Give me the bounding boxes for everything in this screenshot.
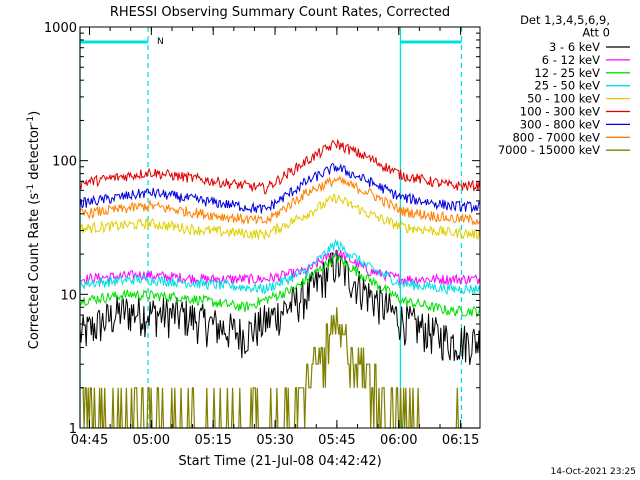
legend-header-line: Att 0 [582, 26, 610, 40]
legend-entry-label: 300 - 800 keV [520, 117, 600, 131]
series-line [79, 249, 481, 287]
legend-entry-label: 6 - 12 keV [542, 53, 600, 67]
night-marker: N [157, 37, 164, 47]
legend-entry-label: 12 - 25 keV [534, 66, 600, 80]
series-line [79, 249, 481, 365]
x-tick-label: 05:15 [194, 433, 231, 448]
y-axis-label-part: -1 [26, 184, 36, 193]
legend-header-line: Det 1,3,4,5,6,9, [520, 13, 610, 27]
y-tick-label: 100 [52, 155, 77, 170]
series-line [79, 238, 481, 296]
y-tick-label: 1 [69, 422, 77, 437]
x-tick-label: 05:30 [256, 433, 293, 448]
corner-timestamp: 14-Oct-2021 23:25 [551, 467, 636, 477]
y-axis-label-part: -1 [26, 116, 36, 125]
y-tick-label: 10 [60, 288, 77, 303]
legend-entry-label: 800 - 7000 keV [512, 130, 600, 144]
series-line [79, 138, 481, 195]
legend-entry-label: 100 - 300 keV [520, 105, 600, 119]
y-axis-label-part: ) [27, 111, 42, 116]
x-tick-label: 06:15 [442, 433, 479, 448]
x-axis-label: Start Time (21-Jul-08 04:42:42) [178, 454, 381, 469]
y-axis-label: Corrected Count Rate (s-1 detector-1) [26, 111, 42, 349]
x-tick-label: 05:45 [318, 433, 355, 448]
plot-frame [79, 26, 481, 429]
series-line [79, 175, 481, 226]
legend-entry-label: 7000 - 15000 keV [498, 143, 600, 157]
axes: 1 10 100 1000 04:45 05:00 05:15 05:30 05:45 06:00… [44, 21, 480, 448]
legend-entry-label: 25 - 50 keV [534, 79, 600, 93]
y-tick-label: 1000 [44, 21, 77, 36]
plot-area: N [79, 27, 481, 429]
x-tick-label: 04:45 [71, 433, 108, 448]
x-tick-label: 06:00 [380, 433, 417, 448]
legend-entry-label: 3 - 6 keV [549, 40, 600, 54]
y-axis-label-part: Corrected Count Rate (s [27, 193, 42, 350]
series-line [79, 194, 481, 240]
chart-title: RHESSI Observing Summary Count Rates, Co… [110, 5, 450, 20]
series-line [79, 251, 481, 319]
series-line [79, 163, 481, 214]
x-tick-label: 05:00 [133, 433, 170, 448]
y-axis-label-part: detector [27, 124, 42, 184]
legend-entry-label: 50 - 100 keV [527, 92, 600, 106]
